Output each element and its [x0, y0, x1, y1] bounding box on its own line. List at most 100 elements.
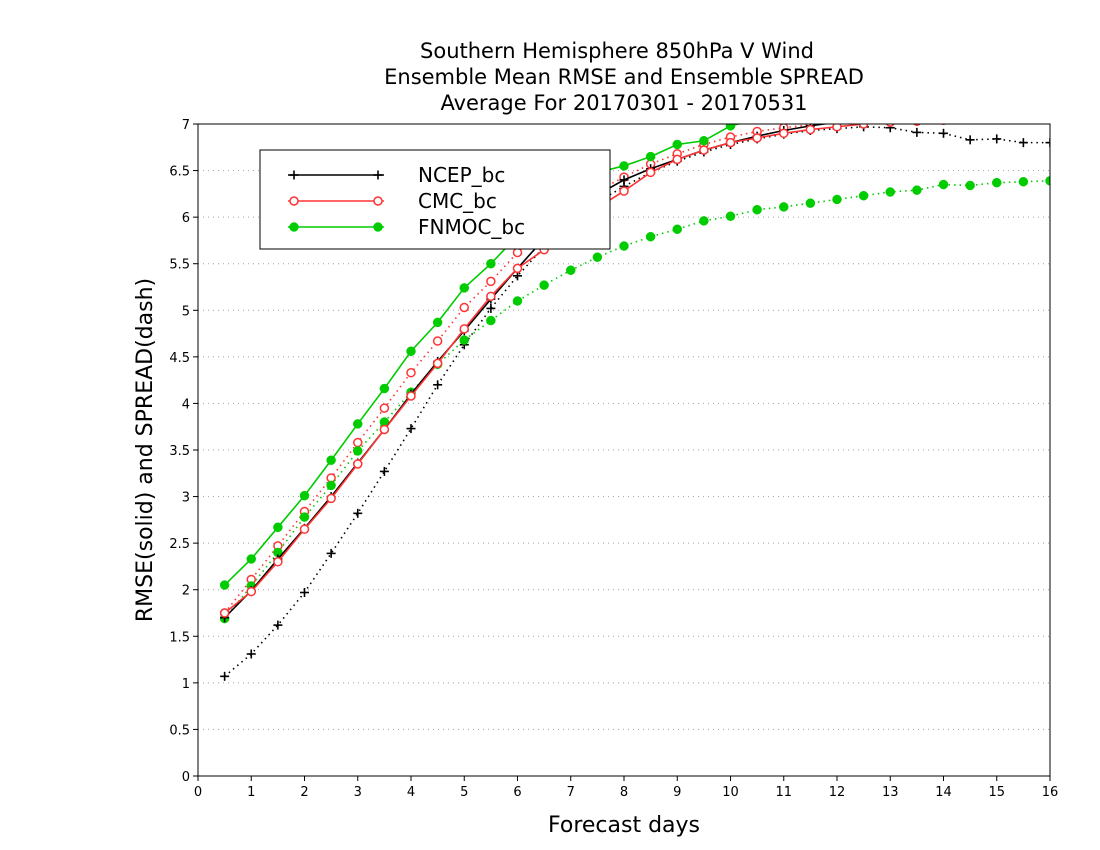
ncep_bc-spread-point: [992, 134, 1002, 144]
y-tick-label: 7: [182, 118, 190, 133]
legend-label: FNMOC_bc: [418, 215, 525, 239]
ncep_bc-spread-point: [406, 424, 416, 434]
fnmoc_bc-rmse-point: [219, 580, 230, 590]
cmc_bc-spread-point: [862, 124, 865, 125]
x-tick-label: 10: [722, 785, 739, 800]
fnmoc_bc-rmse-point: [725, 124, 736, 131]
ncep_bc-spread-point: [220, 671, 230, 681]
ncep_bc-spread-point: [965, 135, 975, 145]
legend-item-fnmoc_bc: FNMOC_bc: [288, 215, 525, 239]
legend-item-cmc_bc: CMC_bc: [288, 189, 497, 213]
fnmoc_bc-spread-point: [699, 216, 709, 226]
fnmoc_bc-spread-point: [1018, 176, 1029, 187]
cmc_bc-spread-point: [886, 114, 894, 122]
cmc_bc-rmse-point: [672, 154, 682, 165]
cmc_bc-rmse-point: [940, 124, 947, 126]
cmc_bc-rmse-point: [858, 124, 869, 129]
cmc_bc-rmse-point: [619, 186, 629, 196]
x-tick-label: 1: [247, 785, 255, 800]
x-tick-label: 16: [1042, 785, 1059, 800]
fnmoc_bc-rmse-point: [246, 554, 256, 564]
x-tick-label: 9: [673, 785, 681, 800]
fnmoc_bc-spread-point: [965, 180, 975, 191]
cmc_bc-spread-point: [432, 336, 443, 346]
cmc_bc-rmse-point: [752, 133, 762, 143]
ncep_bc-rmse-point: [912, 108, 921, 117]
cmc_bc-spread-point: [486, 276, 496, 287]
cmc_bc-spread-point: [940, 112, 948, 120]
cmc_bc-rmse-point: [699, 145, 709, 155]
cmc_bc-spread-point: [512, 247, 523, 258]
fnmoc_bc-rmse-point: [353, 419, 363, 429]
chart-title-line-1: Southern Hemisphere 850hPa V Wind: [420, 39, 814, 63]
cmc_bc-rmse-point: [1019, 113, 1027, 121]
y-tick-label: 1.5: [169, 630, 190, 645]
y-tick-label: 6.5: [169, 165, 190, 180]
ncep_bc-spread-point: [433, 380, 443, 390]
ncep_bc-rmse-point: [859, 114, 868, 123]
cmc_bc-rmse-point: [969, 124, 972, 125]
fnmoc_bc-rmse-line: [224, 124, 742, 586]
ncep_bc-rmse-point: [992, 103, 1001, 112]
fnmoc_bc-rmse-point: [645, 151, 656, 162]
fnmoc_bc-spread-point: [779, 202, 789, 212]
cmc_bc-rmse-point: [779, 128, 789, 139]
ncep_bc-rmse-point: [619, 175, 629, 185]
cmc_bc-rmse-point: [432, 358, 443, 369]
fnmoc_bc-rmse-point: [992, 93, 1001, 102]
fnmoc_bc-rmse-point: [619, 161, 629, 171]
cmc_bc-rmse-point: [379, 424, 390, 435]
ncep_bc-rmse-point: [939, 106, 948, 115]
y-tick-label: 4: [182, 397, 190, 412]
cmc_bc-rmse-point: [993, 114, 1001, 122]
fnmoc_bc-spread-point: [353, 446, 363, 456]
cmc_bc-rmse-point: [725, 137, 736, 148]
cmc_bc-rmse-point: [406, 391, 416, 401]
legend-marker: [373, 196, 383, 206]
fnmoc_bc-spread-point: [592, 252, 603, 262]
cmc_bc-rmse-point: [805, 124, 816, 135]
y-tick-label: 2.5: [169, 537, 190, 552]
cmc_bc-rmse-point: [326, 493, 336, 504]
cmc_bc-rmse-point: [246, 586, 256, 597]
x-axis-label: Forecast days: [548, 813, 700, 838]
x-tick-label: 14: [935, 785, 952, 800]
ncep_bc-spread-point: [486, 303, 496, 313]
fnmoc_bc-rmse-point: [326, 455, 336, 465]
fnmoc_bc-spread-point: [805, 198, 816, 208]
fnmoc_bc-spread-point: [1045, 176, 1050, 186]
legend-label: CMC_bc: [418, 189, 497, 213]
cmc_bc-spread-point: [353, 437, 363, 448]
cmc_bc-spread-point: [993, 111, 1001, 119]
ncep_bc-rmse-point: [1019, 102, 1028, 111]
cmc_bc-rmse-point: [1046, 113, 1054, 121]
fnmoc_bc-rmse-point: [299, 490, 310, 501]
fnmoc_bc-spread-point: [832, 194, 842, 205]
fnmoc_bc-spread-point: [539, 280, 549, 290]
x-tick-label: 7: [567, 785, 575, 800]
legend-box: [259, 149, 611, 250]
fnmoc_bc-rmse-point: [406, 346, 416, 357]
fnmoc_bc-spread-point: [938, 179, 949, 190]
legend-label: NCEP_bc: [418, 163, 505, 187]
ncep_bc-rmse-point: [966, 105, 975, 114]
legend-marker: [289, 196, 299, 206]
cmc_bc-rmse-point: [459, 324, 469, 334]
fnmoc_bc-spread-point: [512, 296, 523, 306]
fnmoc_bc-spread-point: [858, 190, 869, 201]
legend-item-ncep_bc: NCEP_bc: [288, 163, 505, 187]
cmc_bc-rmse-point: [353, 459, 363, 469]
ncep_bc-rmse-point: [886, 111, 895, 120]
ncep_bc-spread-point: [1045, 138, 1050, 148]
legend-marker: [289, 170, 299, 180]
fnmoc_bc-rmse-point: [672, 139, 682, 150]
ncep_bc-spread-point: [939, 128, 948, 138]
y-tick-label: 3: [182, 491, 190, 506]
cmc_bc-rmse-point: [512, 263, 523, 274]
cmc_bc-rmse-point: [219, 608, 230, 618]
series-layer: [219, 93, 1054, 681]
x-tick-label: 4: [407, 785, 415, 800]
y-tick-label: 1: [182, 677, 190, 692]
fnmoc_bc-rmse-point: [486, 258, 496, 269]
